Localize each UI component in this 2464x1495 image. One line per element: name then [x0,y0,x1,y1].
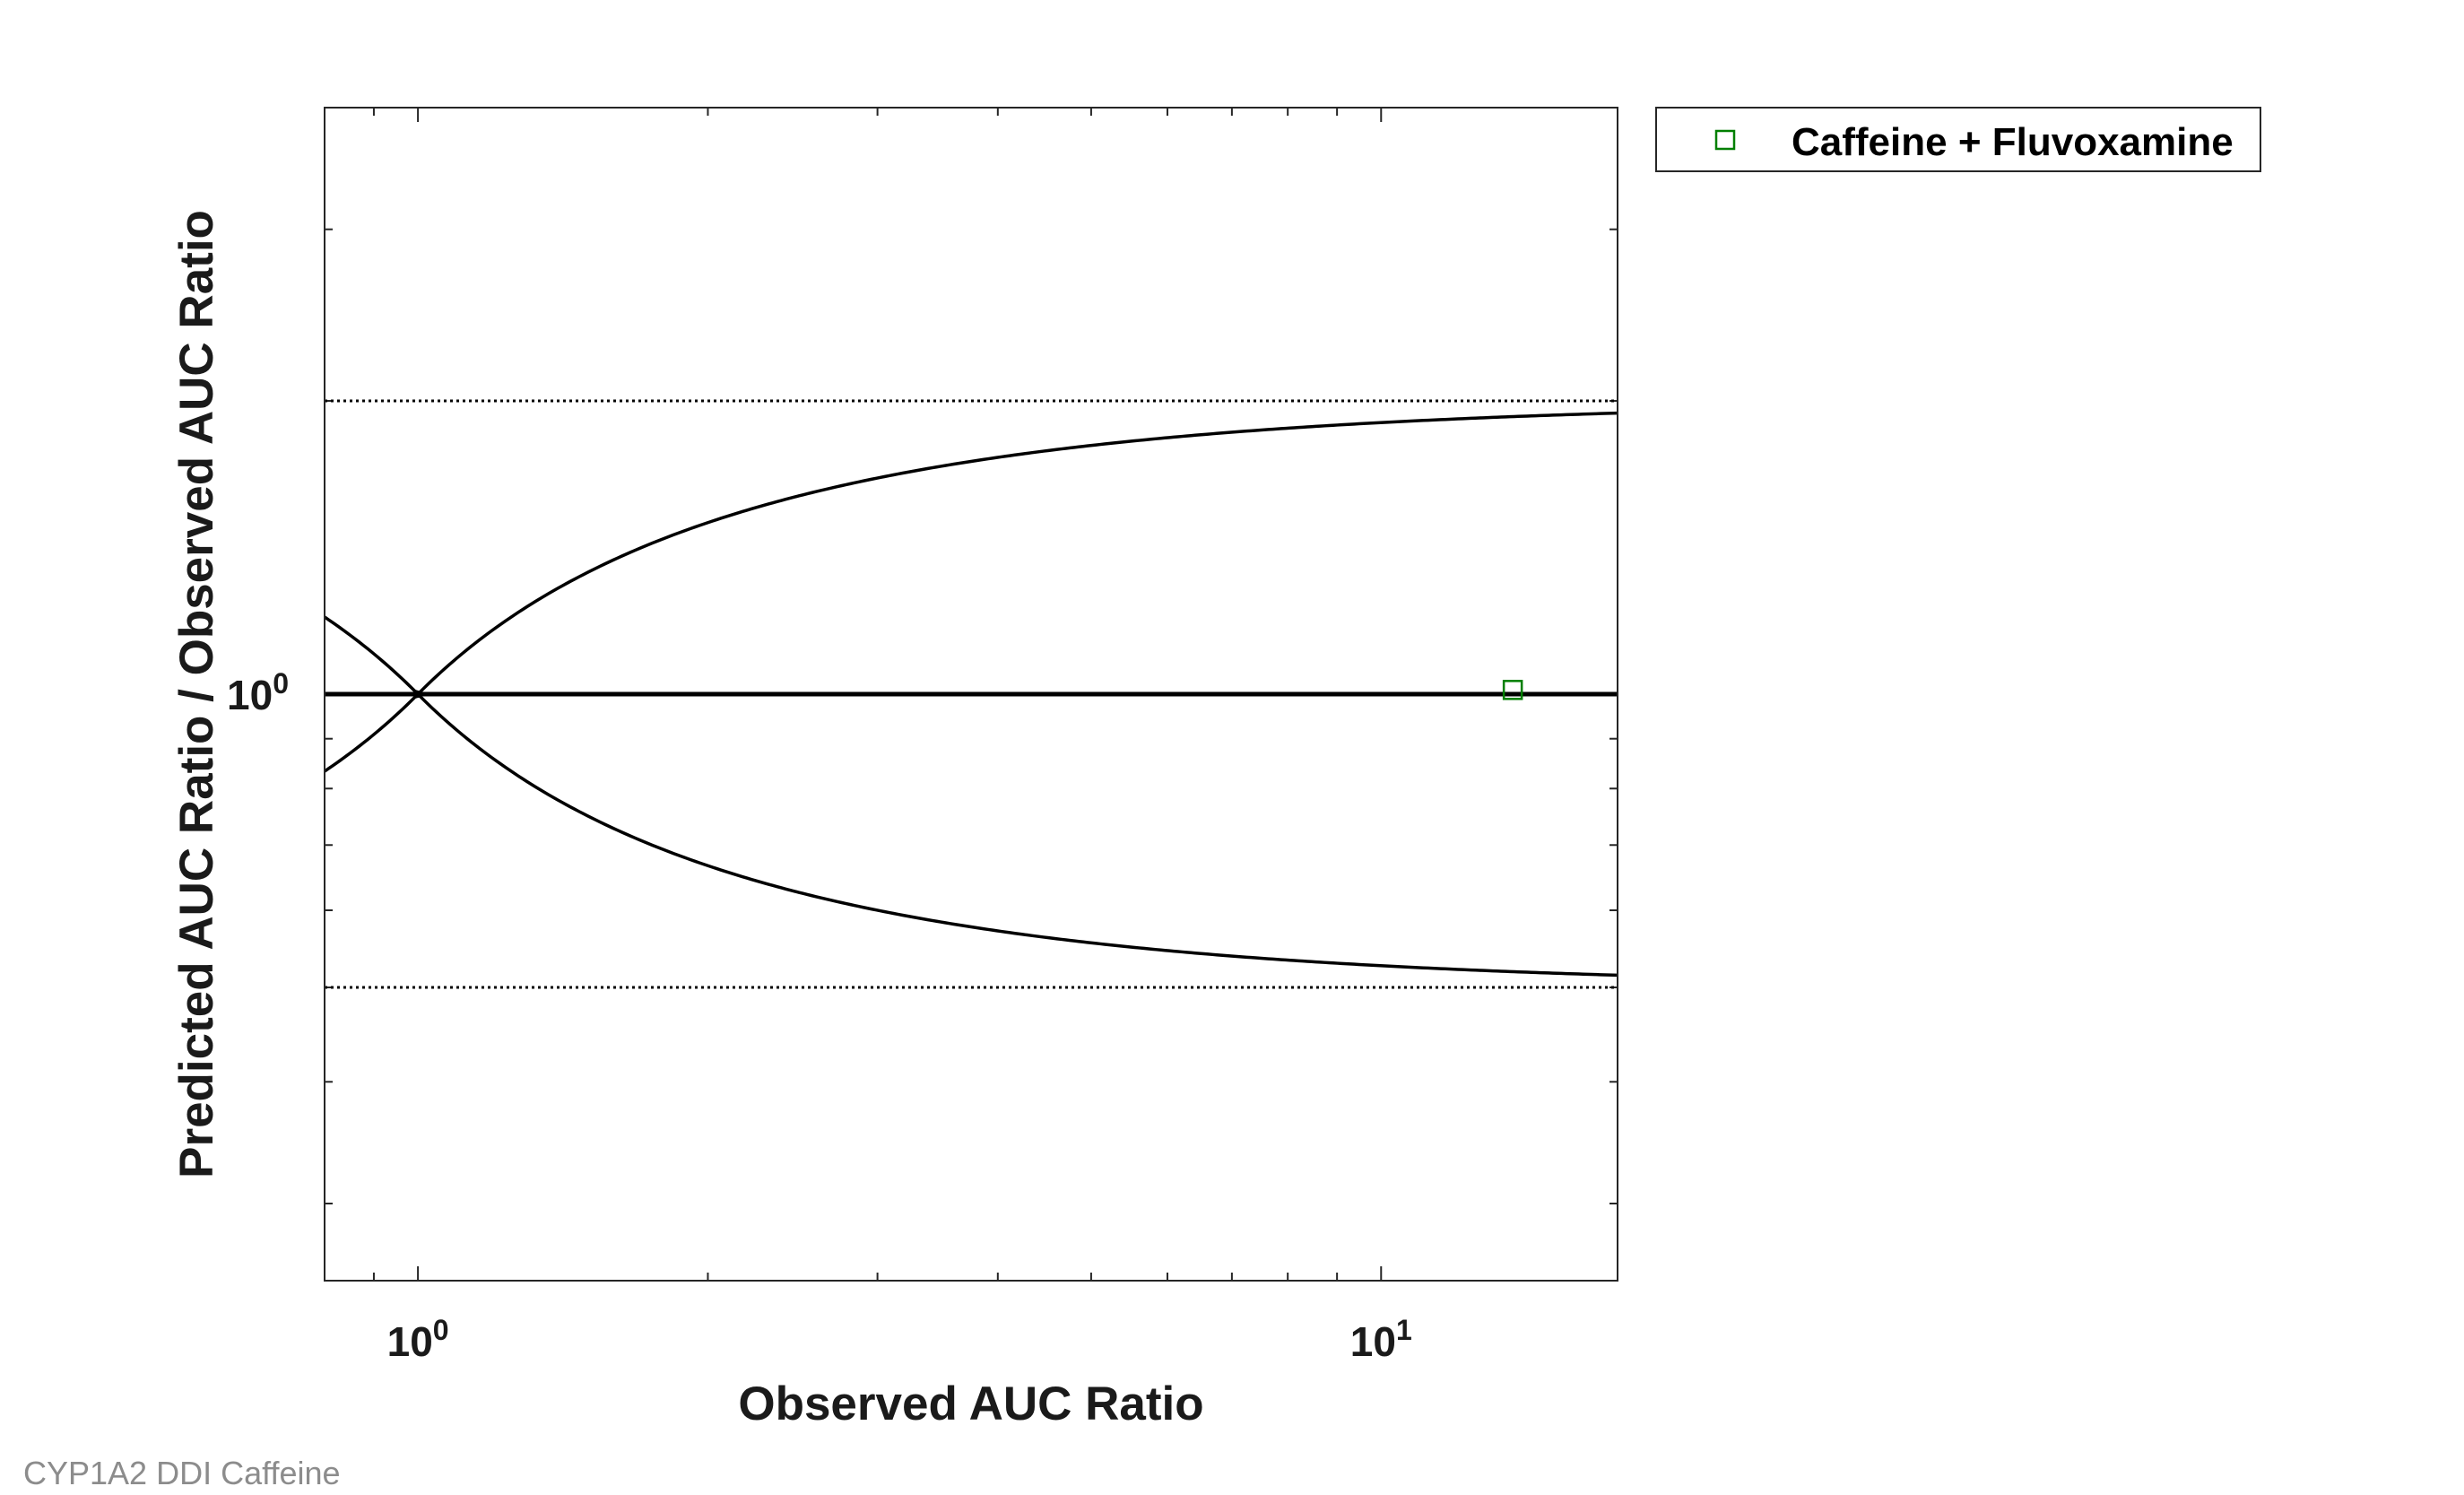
legend-box [1655,107,2261,172]
legend-entry-label: Caffeine + Fluvoxamine [1792,120,2234,164]
x-tick-label: 101 [1350,1314,1412,1365]
footer-caption: CYP1A2 DDI Caffeine [23,1455,341,1491]
reference-lines [324,399,1618,989]
x-axis-label: Observed AUC Ratio [738,1378,1203,1430]
y-axis-label: Predicted AUC Ratio / Observed AUC Ratio [170,210,223,1178]
data-point-square [1502,680,1523,700]
y-tick-label: 100 [227,667,289,718]
x-tick-labels: 100 101 [387,1314,1412,1365]
legend: Caffeine + Fluvoxamine [1655,107,2261,172]
upper-limit-curve [324,411,1618,695]
legend-marker-square [1714,129,1736,151]
minor-ticks [324,107,1618,1281]
x-tick-label: 100 [387,1314,449,1365]
lower-limit-curve [324,693,1618,978]
plot-area-frame [324,107,1618,1282]
data-points [1502,680,1523,700]
y-tick-labels: 100 [227,667,289,718]
